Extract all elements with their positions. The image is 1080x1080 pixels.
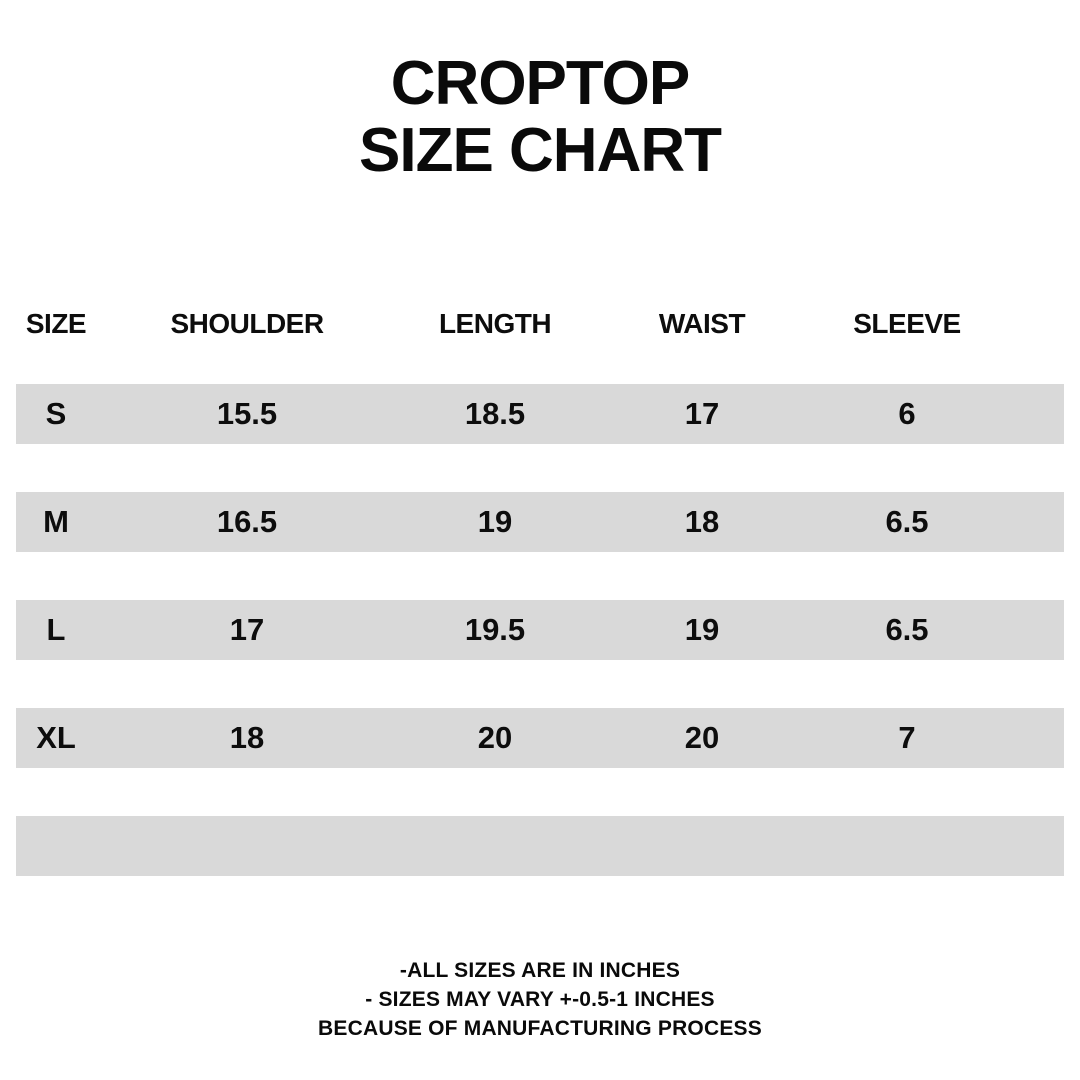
page-title-line1: CROPTOP	[390, 49, 690, 118]
cell-length: 20	[477, 720, 513, 755]
cell-sleeve: 6.5	[885, 612, 929, 647]
cell-shoulder: 15.5	[216, 396, 278, 431]
footnote-manufacturing: BECAUSE OF MANUFACTURING PROCESS	[318, 1017, 762, 1040]
table-row-s: S 15.5 18.5 17 6	[16, 384, 1064, 444]
table-row-empty	[16, 816, 1064, 876]
cell-size: M	[43, 504, 69, 539]
cell-shoulder: 16.5	[216, 504, 278, 539]
size-table: SIZE SHOULDER LENGTH WAIST SLEEVE S 15.5…	[16, 298, 1064, 876]
table-row-l: L 17 19.5 19 6.5	[16, 600, 1064, 660]
cell-sleeve: 7	[898, 720, 916, 755]
column-header-waist: WAIST	[658, 308, 746, 339]
cell-sleeve: 6	[898, 396, 916, 431]
cell-shoulder: 18	[229, 720, 265, 755]
table-header-row: SIZE SHOULDER LENGTH WAIST SLEEVE	[16, 298, 1064, 350]
column-header-sleeve: SLEEVE	[853, 308, 961, 339]
page-title-line2: SIZE CHART	[359, 116, 722, 185]
footnote-units: -ALL SIZES ARE IN INCHES	[399, 959, 681, 982]
cell-sleeve: 6.5	[885, 504, 929, 539]
cell-size: L	[46, 612, 66, 647]
cell-shoulder: 17	[229, 612, 265, 647]
column-header-length: LENGTH	[438, 308, 552, 339]
column-header-size: SIZE	[25, 308, 87, 339]
column-header-shoulder: SHOULDER	[170, 308, 324, 339]
page-title: CROPTOP SIZE CHART	[0, 0, 1080, 184]
table-row-xl: XL 18 20 20 7	[16, 708, 1064, 768]
cell-length: 18.5	[464, 396, 526, 431]
cell-size: XL	[36, 720, 76, 755]
cell-size: S	[45, 396, 67, 431]
footnotes: -ALL SIZES ARE IN INCHES - SIZES MAY VAR…	[0, 956, 1080, 1043]
cell-waist: 19	[684, 612, 720, 647]
footnote-tolerance: - SIZES MAY VARY +-0.5-1 INCHES	[365, 988, 715, 1011]
cell-length: 19	[477, 504, 513, 539]
cell-length: 19.5	[464, 612, 526, 647]
cell-waist: 18	[684, 504, 720, 539]
cell-waist: 20	[684, 720, 720, 755]
cell-waist: 17	[684, 396, 720, 431]
table-row-m: M 16.5 19 18 6.5	[16, 492, 1064, 552]
